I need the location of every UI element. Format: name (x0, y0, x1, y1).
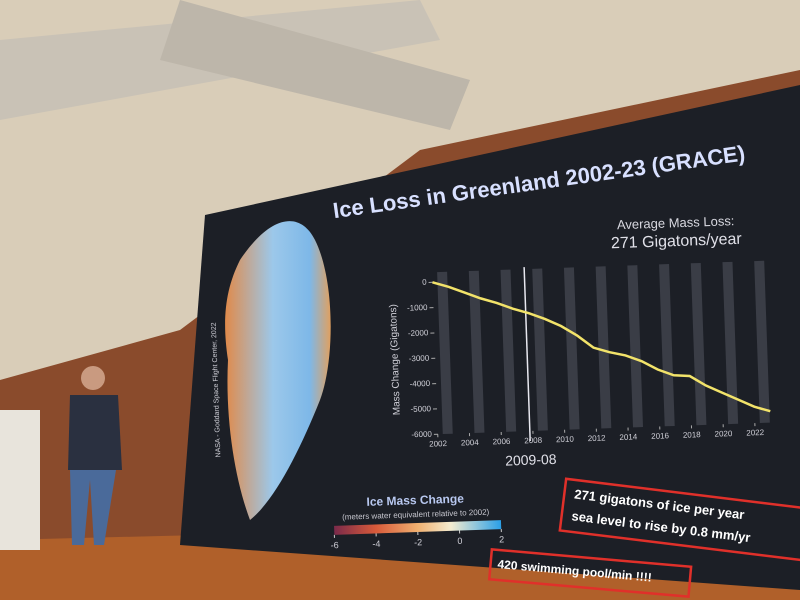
y-tick-label: -5000 (410, 404, 431, 414)
box-outline (487, 547, 693, 599)
box-outline (558, 477, 800, 564)
y-tick-label: -4000 (410, 379, 431, 389)
greenland-map (225, 221, 331, 521)
x-tick-label: 2002 (429, 439, 448, 449)
y-tick-label: -6000 (411, 430, 432, 440)
lectern (0, 410, 40, 550)
y-tick-label: -3000 (409, 354, 430, 364)
y-tick-label: -1000 (407, 303, 428, 313)
marker-label: 2009-08 (505, 451, 557, 469)
colorbar-title: Ice Mass Change (366, 492, 464, 509)
x-tick-label: 2020 (714, 429, 733, 439)
x-tick-label: 2012 (588, 433, 607, 443)
colorbar-tick-label: -6 (331, 540, 339, 550)
colorbar-tick-label: 2 (499, 534, 504, 544)
average-label: Average Mass Loss: (617, 213, 735, 232)
jacket (68, 395, 122, 470)
jeans (70, 470, 116, 545)
x-tick-label: 2022 (746, 428, 765, 438)
x-tick-label: 2004 (461, 438, 480, 448)
season-band (595, 266, 612, 429)
duct (160, 0, 470, 130)
season-band (468, 270, 485, 433)
x-tick-label: 2018 (683, 430, 702, 440)
credit: NASA - Goddard Space Flight Center, 2022 (211, 322, 223, 457)
x-tick-label: 2014 (619, 432, 638, 442)
screen (180, 85, 800, 590)
colorbar-tick-label: -4 (372, 539, 380, 549)
season-band (563, 267, 580, 430)
season-band (437, 271, 453, 435)
x-tick-label: 2006 (492, 437, 511, 447)
colorbar-tick-label: -2 (414, 537, 422, 547)
colorbar (334, 520, 502, 535)
presenter (68, 366, 122, 545)
season-band (754, 260, 770, 423)
season-band (722, 261, 739, 425)
mass-line (432, 281, 771, 413)
season-band (627, 265, 644, 428)
season-band (532, 268, 548, 431)
x-tick-label: 2016 (651, 431, 670, 441)
y-tick-label: -2000 (408, 328, 429, 338)
marker-line (523, 267, 531, 442)
season-band (500, 269, 517, 432)
y-axis-label: Mass Change (Gigatons) (388, 304, 403, 415)
head (81, 366, 105, 390)
x-tick-label: 2010 (556, 435, 575, 445)
y-tick-label: 0 (422, 278, 427, 287)
season-band (659, 264, 675, 427)
x-tick-label: 2008 (524, 436, 543, 446)
colorbar-tick-label: 0 (457, 536, 462, 546)
average-value: 271 Gigatons/year (611, 231, 743, 253)
